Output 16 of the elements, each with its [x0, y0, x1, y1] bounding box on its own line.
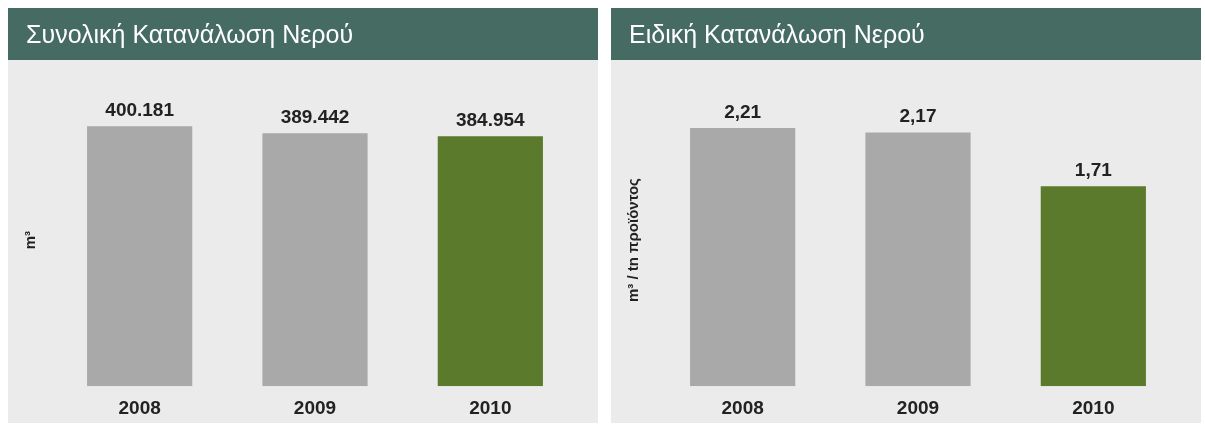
x-tick-label: 2009: [293, 396, 337, 418]
chart-title: Ειδική Κατανάλωση Νερού: [629, 20, 925, 48]
x-tick-label: 2008: [118, 396, 161, 418]
data-label: 2,21: [724, 100, 762, 122]
y-axis-title: m³ / tn προϊόντος: [624, 177, 642, 303]
data-label: 400.181: [105, 99, 175, 121]
data-label: 384.954: [455, 108, 526, 130]
x-tick-label: 2010: [469, 396, 512, 418]
data-label: 1,71: [1074, 159, 1113, 181]
x-tick-label: 2009: [896, 396, 940, 418]
chart-title: Συνολική Κατανάλωση Νερού: [26, 20, 354, 48]
data-label: 389.442: [280, 106, 350, 128]
x-tick-label: 2008: [721, 396, 764, 418]
y-axis-title: m³: [21, 230, 39, 250]
x-tick-label: 2010: [1072, 396, 1115, 418]
data-label: 2,17: [899, 105, 937, 127]
